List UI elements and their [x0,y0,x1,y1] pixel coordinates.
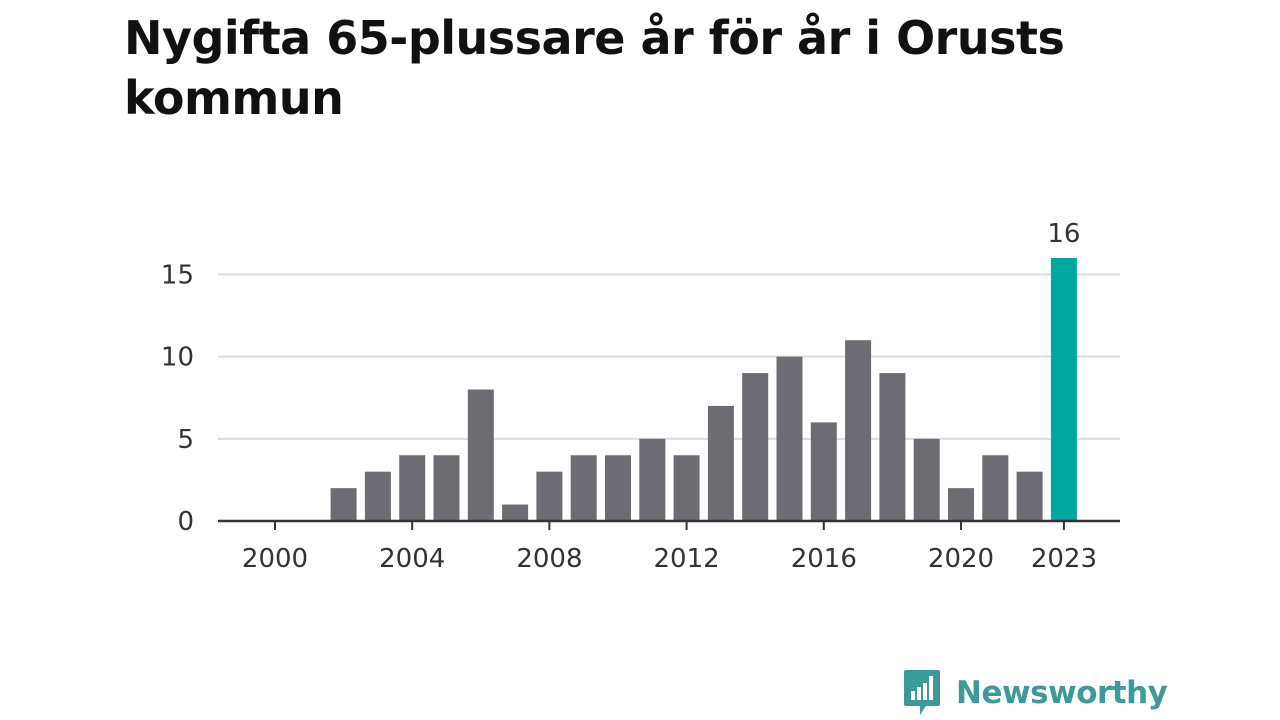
x-tick-label: 2020 [928,544,994,574]
x-tick-label: 2016 [791,544,857,574]
bar-2014 [742,373,769,521]
bar-2020 [948,488,974,521]
bar-2021 [982,455,1009,521]
data-label-2023: 16 [1047,219,1080,249]
bar-chart: 0 5 10 15 16 2000 2004 2008 2012 2016 2020 2023 [161,219,1120,574]
bar-2010 [605,455,631,521]
brand-name: Newsworthy [956,675,1168,711]
bar-2012 [673,455,700,521]
y-tick-label: 5 [177,425,194,455]
y-tick-label: 10 [161,343,194,373]
bar-2003 [364,471,391,521]
data-labels: 16 [1047,219,1080,249]
bar-2019 [913,438,940,521]
bar-2022 [1016,471,1043,521]
bar-2015 [776,356,803,521]
bar-2007 [502,504,529,521]
bar-2009 [570,455,597,521]
chart-title: Nygifta 65-plussare år för år i Orusts k… [124,11,1065,125]
newsworthy-logo: Newsworthy [902,668,1168,718]
x-tick-label: 2000 [242,544,308,574]
bar-2016 [810,422,837,521]
bar-2004 [399,455,426,521]
bar-2005 [433,455,460,521]
bar-2017 [845,340,872,521]
bar-2023 [1050,258,1077,521]
bar-chart-speech-bubble-icon [904,670,940,715]
y-tick-label: 15 [161,260,194,290]
bar-2018 [879,373,906,521]
bar-2008 [536,471,563,521]
x-tick-label: 2004 [379,544,445,574]
x-tick-label: 2012 [654,544,720,574]
bar-2006 [467,389,494,521]
y-tick-label: 0 [177,507,194,537]
x-tick-label: 2023 [1031,544,1097,574]
bar-2011 [639,438,666,521]
y-axis-ticks: 0 5 10 15 [161,260,194,537]
bar-2002 [330,488,357,521]
gridlines [218,273,1120,440]
bar-2013 [707,405,734,521]
x-axis-ticks: 2000 2004 2008 2012 2016 2020 2023 [242,521,1097,574]
x-tick-label: 2008 [516,544,582,574]
bars [330,258,1077,521]
